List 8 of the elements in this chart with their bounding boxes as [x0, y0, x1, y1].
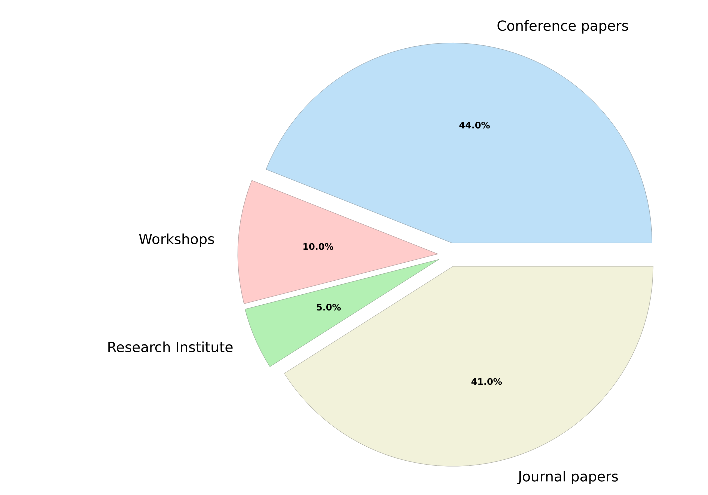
slice-label: Conference papers: [498, 20, 628, 34]
data-label: 10.0%: [304, 243, 334, 250]
data-label: 41.0%: [472, 378, 502, 386]
slice-label: Research Institute: [108, 342, 233, 353]
slice-label: Journal papers: [518, 471, 618, 485]
data-label: 44.0%: [460, 122, 490, 129]
data-label: 5.0%: [317, 304, 342, 311]
slice-label: Workshops: [139, 234, 214, 248]
